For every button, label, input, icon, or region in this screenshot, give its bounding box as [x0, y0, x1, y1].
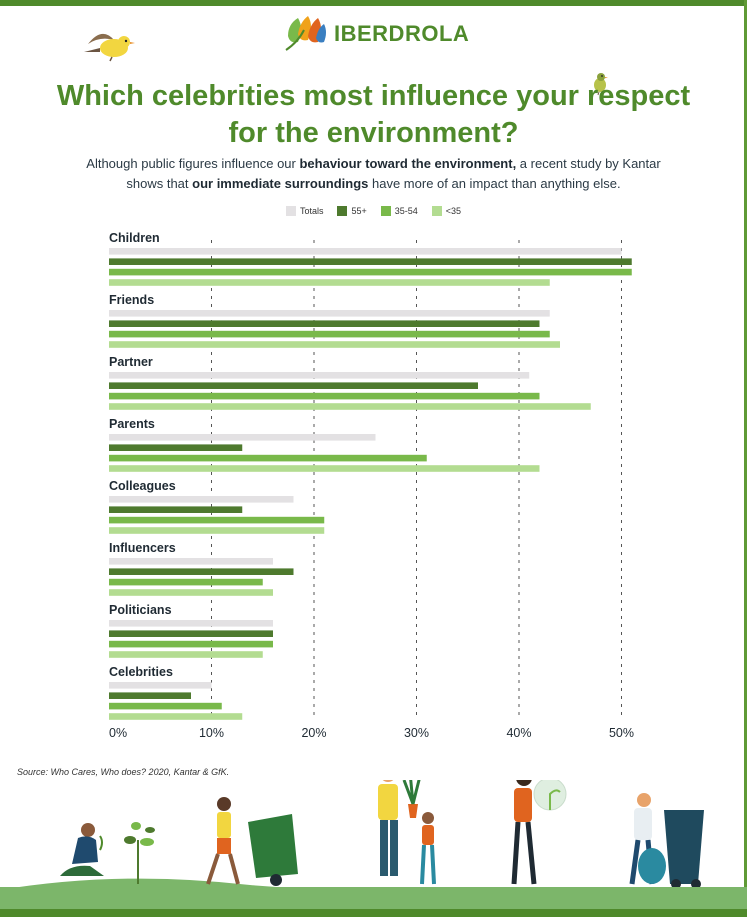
- legend-swatch: [431, 206, 442, 216]
- legend-label: <35: [445, 206, 462, 216]
- people-illustration: [0, 780, 747, 890]
- legend-swatch: [337, 206, 348, 216]
- legend-swatch: [285, 206, 296, 216]
- legend-item: <35: [431, 206, 462, 216]
- bar: [109, 651, 263, 658]
- legend-item: Totals: [285, 206, 324, 216]
- subtitle-bold-1: behaviour toward the environment,: [299, 156, 517, 171]
- tick-label: 0%: [109, 726, 127, 740]
- bar: [109, 702, 222, 710]
- page-title: Which celebrities most influence your re…: [40, 78, 707, 152]
- bar: [109, 330, 550, 338]
- bar: [109, 444, 243, 451]
- bar: [109, 527, 325, 534]
- bar: [109, 558, 273, 565]
- subtitle-text-2: a recent study by Kantar: [516, 156, 661, 171]
- small-bird-illustration: [594, 73, 608, 96]
- bar: [109, 248, 622, 255]
- bar: [109, 692, 191, 699]
- tick-label: 40%: [506, 726, 531, 740]
- brand-logo: IBERDROLA: [282, 14, 469, 54]
- bar: [109, 372, 530, 379]
- tick-label: 10%: [199, 726, 224, 740]
- bar: [109, 258, 632, 265]
- tick-label: 20%: [301, 726, 326, 740]
- category-label: Celebrities: [109, 665, 173, 679]
- subtitle-bold-2: our immediate surroundings: [192, 176, 369, 191]
- bar: [109, 682, 212, 689]
- legend-label: 35-54: [394, 206, 418, 216]
- brand-name: IBERDROLA: [334, 21, 470, 46]
- title-line-2: for the environment?: [228, 117, 519, 149]
- bar-chart: Children Friends Partner Parents Colleagues I…: [109, 231, 634, 740]
- leaf-drops-icon: [285, 16, 326, 51]
- ground-strip: [0, 887, 747, 909]
- bottom-accent-bar: [0, 909, 747, 917]
- bar: [109, 496, 294, 503]
- bar: [109, 630, 273, 637]
- bar: [109, 516, 325, 524]
- bar: [109, 640, 273, 648]
- right-accent-border: [744, 0, 747, 917]
- legend-item: 55+: [337, 206, 367, 216]
- tick-label: 50%: [609, 726, 634, 740]
- subtitle-text-3: shows that: [126, 176, 193, 191]
- legend-label: 55+: [351, 206, 367, 216]
- bar: [109, 620, 273, 627]
- bar: [109, 320, 540, 327]
- bar: [109, 454, 427, 462]
- legend-swatch: [380, 206, 391, 216]
- bar: [109, 589, 273, 596]
- category-label: Friends: [109, 293, 154, 307]
- bar: [109, 268, 632, 276]
- bar: [109, 506, 243, 513]
- bird-illustration: [84, 33, 135, 62]
- bar: [109, 578, 263, 586]
- subtitle-text-4: have more of an impact than anything els…: [368, 176, 621, 191]
- bar: [109, 713, 243, 720]
- category-label: Partner: [109, 355, 153, 369]
- bar: [109, 382, 478, 389]
- bar: [109, 341, 560, 348]
- bar: [109, 434, 376, 441]
- bar: [109, 403, 591, 410]
- category-label: Colleagues: [109, 479, 176, 493]
- title-line-1: Which celebrities most influence your re…: [56, 80, 691, 112]
- tick-label: 30%: [404, 726, 429, 740]
- bar: [109, 310, 550, 317]
- bar: [109, 392, 540, 400]
- category-label: Parents: [109, 417, 155, 431]
- category-label: Children: [109, 231, 160, 245]
- top-accent-bar: [0, 0, 747, 6]
- chart-legend: Totals 55+ 35-54 <35: [0, 206, 747, 216]
- bar: [109, 465, 540, 472]
- category-label: Influencers: [109, 541, 176, 555]
- subtitle-text-1: Although public figures influence our: [86, 156, 300, 171]
- bar: [109, 279, 550, 286]
- legend-label: Totals: [299, 206, 324, 216]
- category-label: Politicians: [109, 603, 172, 617]
- legend-item: 35-54: [380, 206, 418, 216]
- page-subtitle: Although public figures influence our be…: [60, 154, 687, 194]
- source-note: Source: Who Cares, Who does? 2020, Kanta…: [17, 767, 230, 777]
- bar: [109, 568, 294, 575]
